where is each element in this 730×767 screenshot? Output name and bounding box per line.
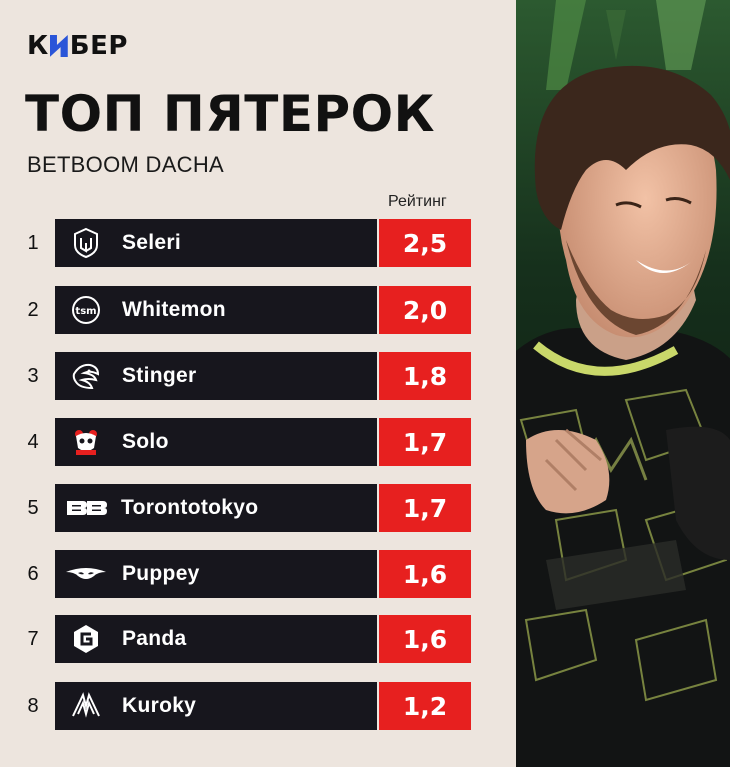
ranking-row: 5 Torontotokyo 1,7 [0, 484, 520, 532]
player-bar: Seleri [55, 219, 377, 267]
rating-value: 2,0 [379, 286, 471, 334]
logo-text-right: БЕР [69, 31, 128, 61]
ranking-row: 6 Puppey 1,6 [0, 550, 520, 598]
rating-value: 1,6 [379, 615, 471, 663]
player-bar: Puppey [55, 550, 377, 598]
player-bar: Solo [55, 418, 377, 466]
player-bar: Torontotokyo [55, 484, 377, 532]
player-name: Panda [122, 627, 187, 650]
rank-number: 8 [27, 695, 39, 717]
ranking-row: 2 tsm Whitemon 2,0 [0, 286, 520, 334]
player-name: Whitemon [122, 298, 226, 321]
player-name: Puppey [122, 562, 200, 585]
kiber-logo: К БЕР [27, 33, 128, 59]
ranking-row: 4 Solo 1,7 [0, 418, 520, 466]
rank-number: 2 [27, 299, 39, 321]
9pandas-icon [69, 425, 103, 459]
evil-geniuses-icon [69, 622, 103, 656]
rank-number: 1 [27, 232, 39, 254]
rank-number: 5 [27, 497, 39, 519]
page-title: ТОП ПЯТЕРОК [25, 85, 435, 143]
player-name: Seleri [122, 231, 182, 254]
page-subtitle: BETBOOM DACHA [27, 152, 225, 177]
player-photo-illustration [516, 0, 730, 767]
player-name: Solo [122, 430, 169, 453]
betboom-icon [65, 491, 109, 525]
player-bar: tsm Whitemon [55, 286, 377, 334]
ranking-row: 1 Seleri 2,5 [0, 219, 520, 267]
beastcoast-icon [69, 359, 103, 393]
rating-value: 1,8 [379, 352, 471, 400]
player-bar: Stinger [55, 352, 377, 400]
player-photo [516, 0, 730, 767]
ranking-row: 8 Kuroky 1,2 [0, 682, 520, 730]
player-name: Stinger [122, 364, 197, 387]
svg-text:tsm: tsm [75, 306, 96, 317]
rating-value: 1,2 [379, 682, 471, 730]
gaimin-gladiators-icon [69, 226, 103, 260]
player-name: Torontotokyo [121, 496, 259, 519]
player-name: Kuroky [122, 694, 197, 717]
rating-value: 2,5 [379, 219, 471, 267]
rank-number: 3 [27, 365, 39, 387]
ranking-row: 3 Stinger 1,8 [0, 352, 520, 400]
rating-column-header: Рейтинг [388, 193, 447, 210]
ranking-row: 7 Panda 1,6 [0, 615, 520, 663]
player-bar: Kuroky [55, 682, 377, 730]
logo-text-left: К [27, 31, 49, 61]
team-secret-icon [64, 557, 108, 591]
logo-mark-icon [49, 35, 68, 57]
rank-number: 6 [27, 563, 39, 585]
rating-value: 1,7 [379, 418, 471, 466]
tsm-icon: tsm [69, 293, 103, 327]
rank-number: 4 [27, 431, 39, 453]
rating-value: 1,6 [379, 550, 471, 598]
player-bar: Panda [55, 615, 377, 663]
rating-value: 1,7 [379, 484, 471, 532]
rank-number: 7 [27, 628, 39, 650]
nouns-icon [69, 689, 103, 723]
